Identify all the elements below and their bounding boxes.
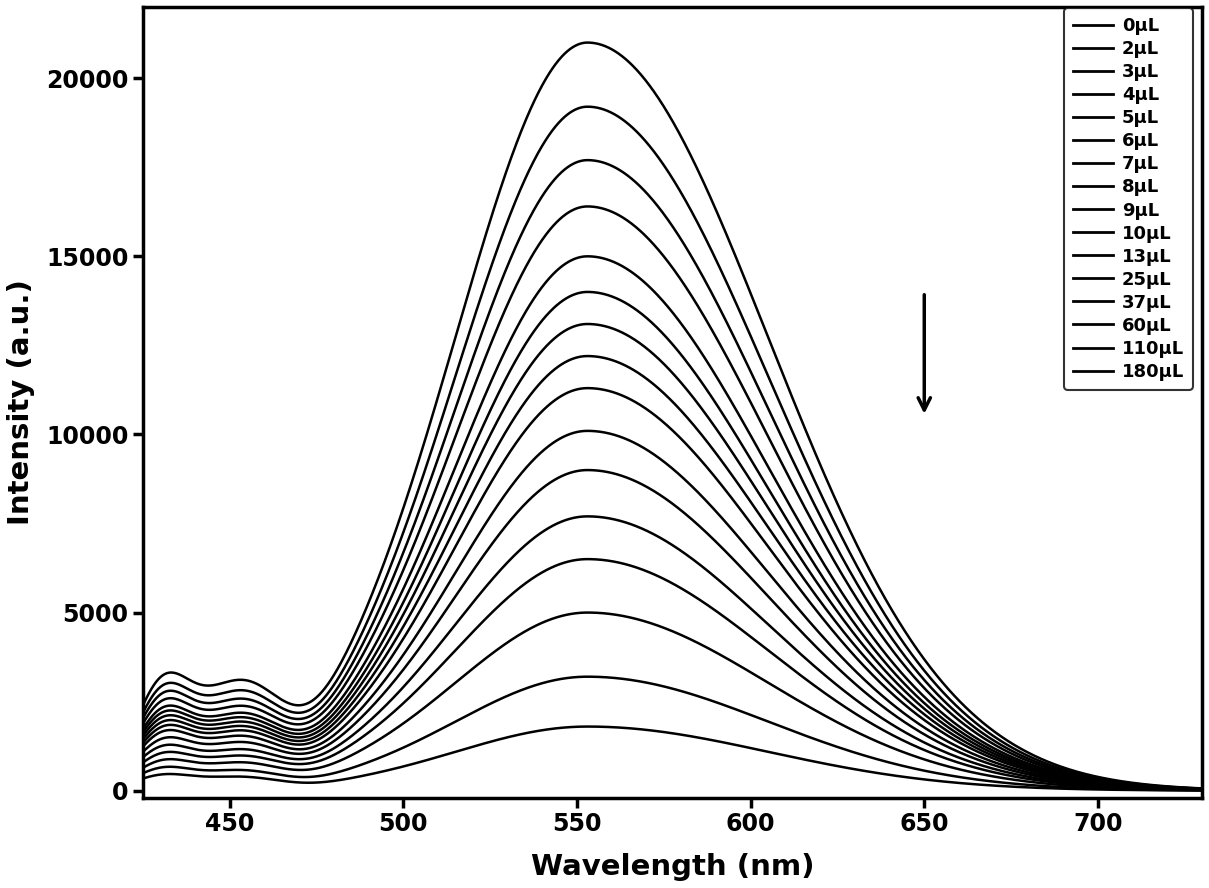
Y-axis label: Intensity (a.u.): Intensity (a.u.) xyxy=(7,280,35,526)
X-axis label: Wavelength (nm): Wavelength (nm) xyxy=(531,853,815,881)
Legend: 0μL, 2μL, 3μL, 4μL, 5μL, 6μL, 7μL, 8μL, 9μL, 10μL, 13μL, 25μL, 37μL, 60μL, 110μL: 0μL, 2μL, 3μL, 4μL, 5μL, 6μL, 7μL, 8μL, … xyxy=(1064,8,1193,390)
